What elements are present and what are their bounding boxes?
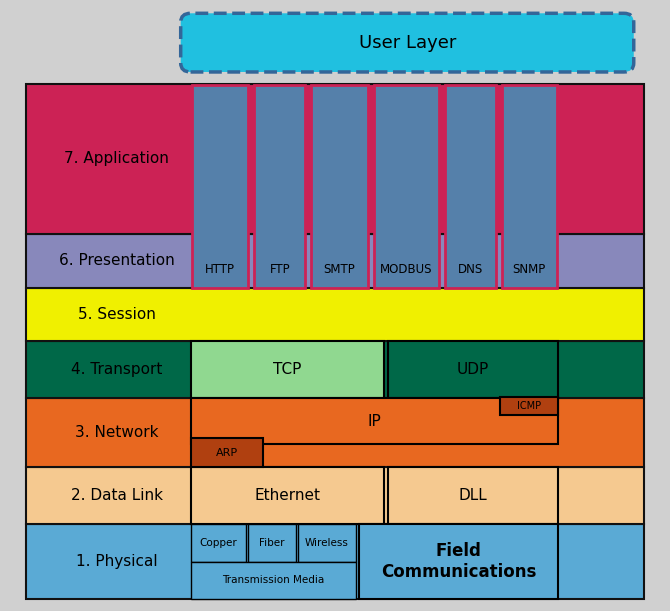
Bar [26, 398, 644, 467]
Text: UDP: UDP [457, 362, 489, 378]
Bar [190, 562, 356, 599]
Bar [249, 524, 295, 562]
Text: 7. Application: 7. Application [64, 152, 169, 166]
Text: Field
Communications: Field Communications [381, 542, 536, 581]
Bar [190, 467, 384, 524]
Text: Copper: Copper [200, 538, 237, 548]
Bar [387, 342, 558, 398]
Bar [358, 524, 558, 599]
Bar [26, 288, 644, 342]
Bar [26, 467, 644, 524]
Text: DLL: DLL [458, 488, 487, 503]
Text: Wireless: Wireless [305, 538, 348, 548]
Bar [502, 85, 557, 288]
Bar [26, 233, 644, 288]
Text: SMTP: SMTP [324, 263, 356, 276]
Text: 1. Physical: 1. Physical [76, 554, 157, 569]
Bar [26, 84, 644, 233]
Bar [297, 524, 356, 562]
Bar [190, 398, 558, 444]
Text: Fiber: Fiber [259, 538, 285, 548]
Text: HTTP: HTTP [205, 263, 235, 276]
FancyBboxPatch shape [181, 13, 634, 72]
Bar [192, 85, 249, 288]
Text: 2. Data Link: 2. Data Link [70, 488, 163, 503]
Bar [26, 342, 644, 398]
Text: MODBUS: MODBUS [380, 263, 433, 276]
Text: 6. Presentation: 6. Presentation [59, 253, 175, 268]
Text: TCP: TCP [273, 362, 302, 378]
Text: DNS: DNS [458, 263, 483, 276]
Bar [26, 524, 644, 599]
Text: 3. Network: 3. Network [75, 425, 158, 441]
Bar [374, 85, 439, 288]
Bar [254, 85, 306, 288]
Text: Transmission Media: Transmission Media [222, 576, 324, 585]
Text: SNMP: SNMP [513, 263, 546, 276]
Bar [500, 397, 558, 415]
Bar [190, 439, 263, 467]
Bar [445, 85, 496, 288]
Text: ARP: ARP [216, 448, 238, 458]
Bar [387, 467, 558, 524]
Text: Ethernet: Ethernet [255, 488, 320, 503]
Text: User Layer: User Layer [358, 34, 456, 52]
Text: 5. Session: 5. Session [78, 307, 155, 322]
Text: IP: IP [368, 414, 381, 429]
Bar [312, 85, 368, 288]
Text: FTP: FTP [269, 263, 290, 276]
Bar [190, 524, 247, 562]
Text: 4. Transport: 4. Transport [71, 362, 162, 378]
Text: ICMP: ICMP [517, 401, 541, 411]
Bar [190, 342, 384, 398]
